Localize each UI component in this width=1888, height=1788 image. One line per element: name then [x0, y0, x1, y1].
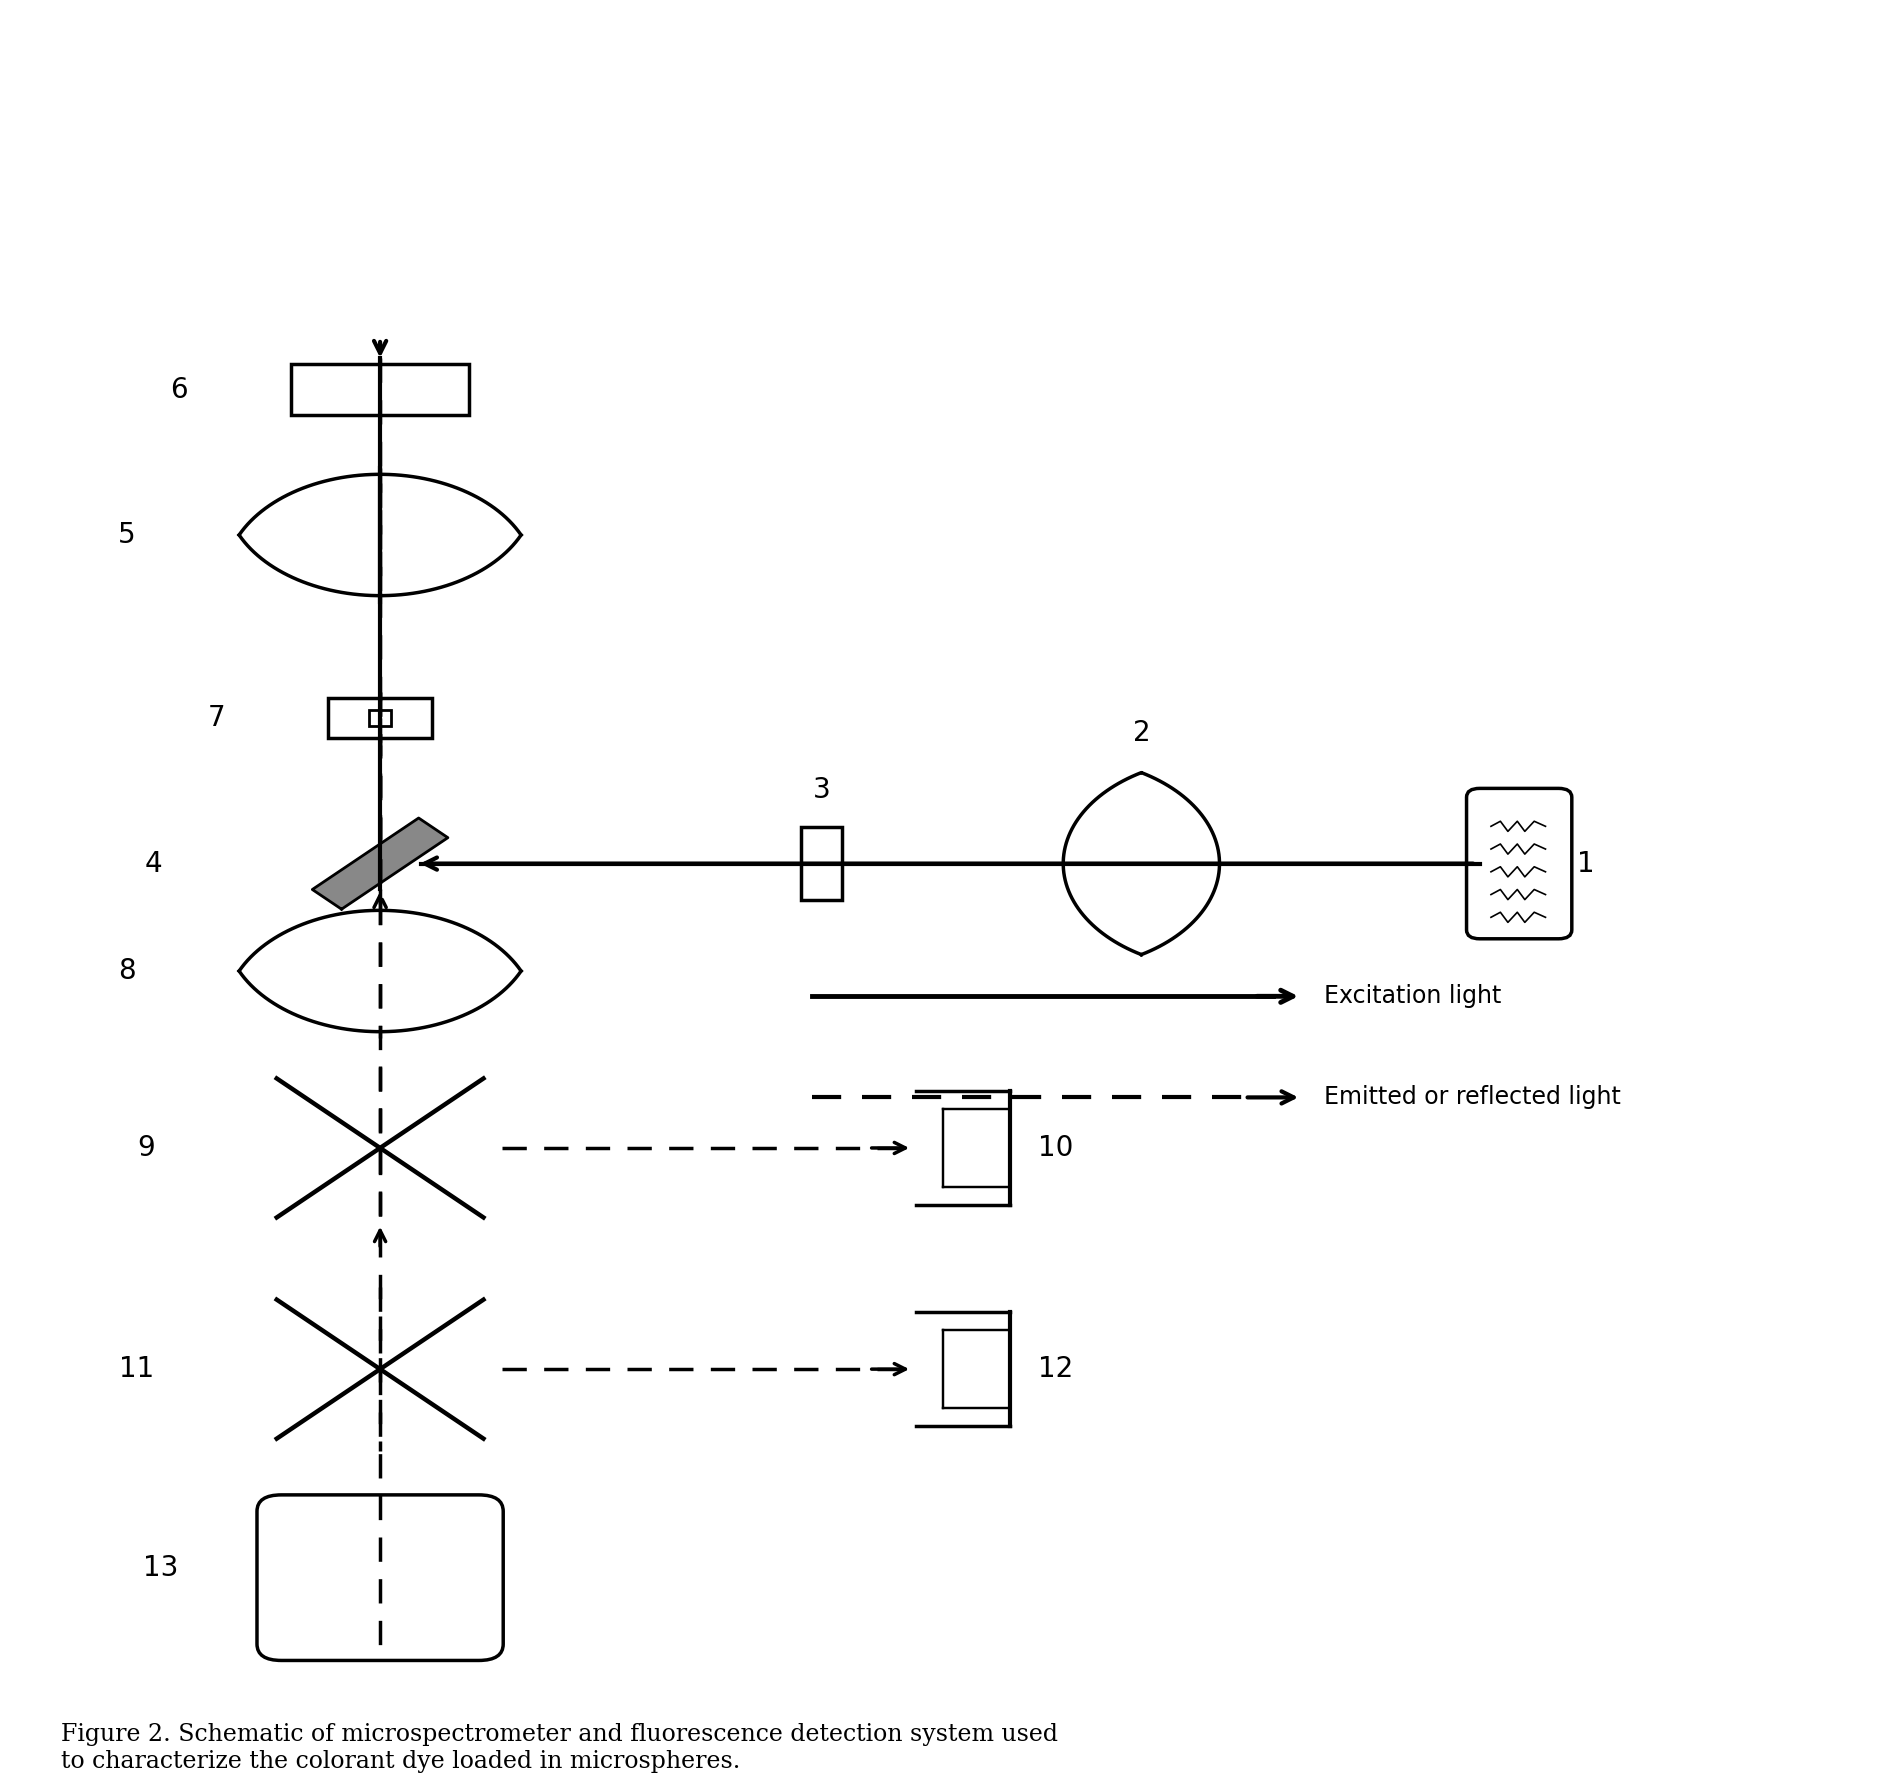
FancyBboxPatch shape: [1467, 789, 1573, 939]
Text: Excitation light: Excitation light: [1323, 985, 1501, 1008]
Text: 2: 2: [1133, 719, 1150, 747]
Text: 8: 8: [119, 957, 136, 985]
Bar: [329, 697, 432, 738]
Text: 3: 3: [814, 776, 831, 805]
Text: 1: 1: [1578, 849, 1595, 878]
Text: 10: 10: [1038, 1134, 1074, 1162]
Bar: [801, 826, 842, 899]
Text: 6: 6: [170, 375, 187, 404]
Text: 13: 13: [143, 1554, 177, 1582]
FancyBboxPatch shape: [257, 1495, 504, 1661]
Polygon shape: [312, 819, 447, 908]
Text: Figure 2. Schematic of microspectrometer and fluorescence detection system used
: Figure 2. Schematic of microspectrometer…: [60, 1724, 1057, 1772]
Bar: [368, 710, 391, 726]
Text: 11: 11: [119, 1355, 155, 1384]
Text: 7: 7: [208, 704, 225, 733]
Text: 12: 12: [1038, 1355, 1072, 1384]
Text: 4: 4: [145, 849, 162, 878]
Text: 9: 9: [136, 1134, 155, 1162]
Text: 5: 5: [119, 520, 136, 549]
Bar: [291, 365, 470, 415]
Text: Emitted or reflected light: Emitted or reflected light: [1323, 1085, 1620, 1109]
